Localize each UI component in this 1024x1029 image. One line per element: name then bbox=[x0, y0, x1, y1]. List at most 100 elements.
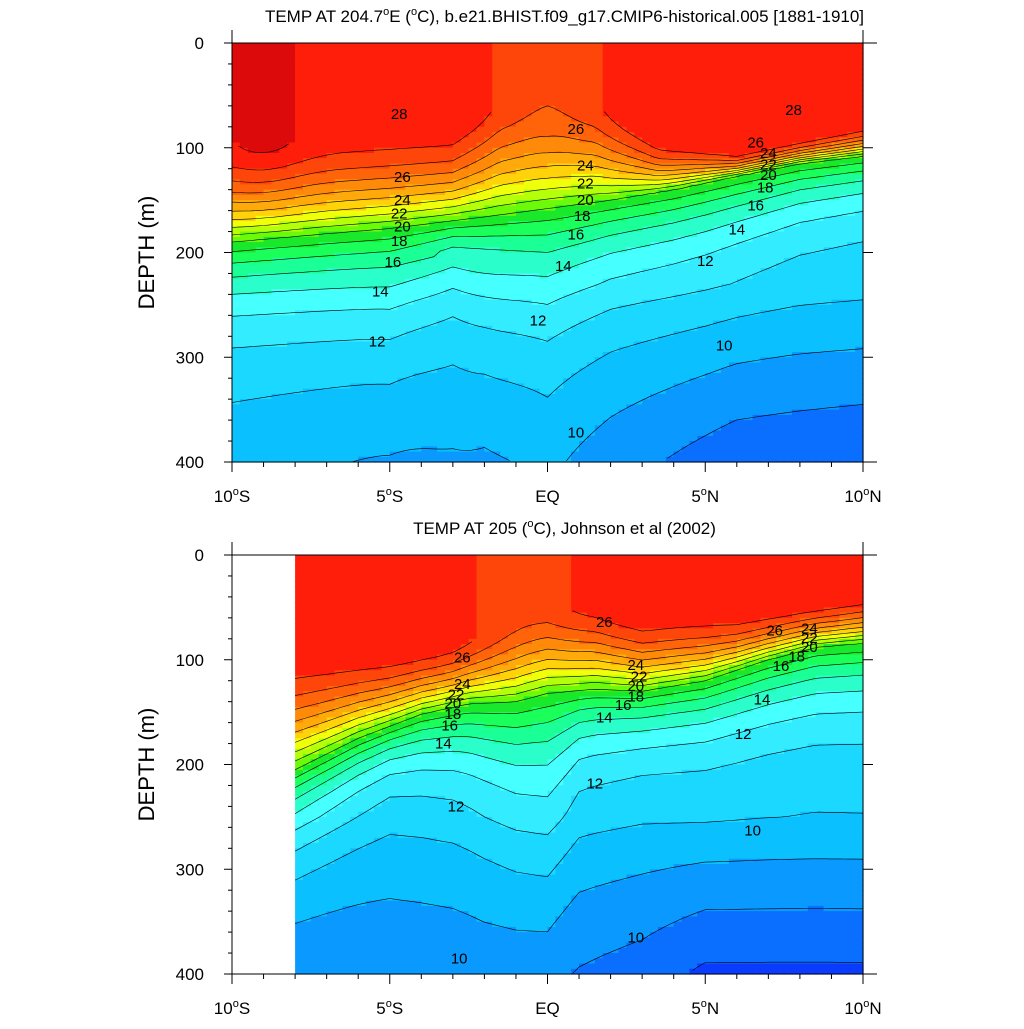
field-cell bbox=[713, 357, 722, 364]
field-cell bbox=[452, 357, 462, 364]
field-cell bbox=[381, 100, 391, 107]
field-cell bbox=[531, 205, 541, 212]
field-cell bbox=[721, 69, 730, 76]
field-cell bbox=[602, 404, 612, 411]
field-cell bbox=[310, 179, 320, 186]
field-cell bbox=[397, 283, 407, 290]
field-cell bbox=[626, 200, 635, 206]
field-cell bbox=[468, 147, 478, 154]
field-cell bbox=[287, 315, 296, 322]
field-cell bbox=[271, 414, 280, 421]
field-cell bbox=[594, 105, 604, 112]
field-cell bbox=[263, 184, 273, 191]
field-cell bbox=[334, 278, 344, 285]
field-cell bbox=[302, 362, 312, 369]
field-cell bbox=[642, 215, 651, 222]
field-cell bbox=[571, 137, 580, 144]
field-cell bbox=[279, 142, 288, 149]
field-cell bbox=[334, 310, 344, 316]
field-cell bbox=[405, 53, 415, 60]
field-cell bbox=[523, 393, 533, 400]
field-cell bbox=[515, 147, 525, 154]
field-cell bbox=[523, 283, 533, 290]
field-cell bbox=[602, 325, 612, 332]
field-cell bbox=[547, 63, 556, 70]
field-cell bbox=[500, 399, 509, 405]
field-cell bbox=[334, 90, 344, 96]
field-cell bbox=[626, 399, 635, 405]
field-cell bbox=[721, 58, 730, 65]
field-cell bbox=[358, 357, 367, 364]
field-cell bbox=[405, 126, 415, 133]
field-cell bbox=[310, 409, 320, 416]
field-cell bbox=[579, 451, 588, 458]
field-cell bbox=[705, 456, 714, 463]
field-cell bbox=[539, 352, 549, 358]
field-cell bbox=[586, 268, 596, 275]
field-cell bbox=[602, 383, 612, 390]
field-cell bbox=[358, 420, 367, 426]
field-cell bbox=[302, 383, 312, 390]
field-cell bbox=[539, 278, 549, 285]
field-cell bbox=[373, 63, 383, 70]
field-cell bbox=[697, 430, 706, 437]
field-cell bbox=[468, 226, 478, 233]
field-cell bbox=[523, 242, 533, 248]
field-cell bbox=[484, 242, 493, 248]
field-cell bbox=[437, 236, 446, 243]
field-cell bbox=[657, 221, 667, 227]
field-cell bbox=[484, 152, 493, 159]
field-cell bbox=[405, 242, 415, 248]
field-cell bbox=[697, 310, 706, 316]
field-cell bbox=[381, 126, 391, 133]
field-cell bbox=[665, 163, 675, 170]
field-cell bbox=[602, 446, 612, 453]
field-cell bbox=[539, 325, 549, 332]
field-cell bbox=[705, 147, 714, 154]
field-cell bbox=[689, 299, 698, 306]
field-cell bbox=[460, 456, 470, 463]
field-cell bbox=[531, 215, 541, 222]
field-cell bbox=[326, 441, 336, 447]
field-cell bbox=[563, 336, 572, 343]
field-cell bbox=[397, 132, 407, 138]
field-cell bbox=[263, 341, 273, 348]
field-cell bbox=[421, 189, 430, 196]
field-cell bbox=[523, 236, 533, 243]
field-cell bbox=[689, 247, 698, 254]
field-cell bbox=[318, 74, 328, 81]
field-cell bbox=[515, 399, 525, 405]
field-cell bbox=[523, 252, 533, 259]
field-cell bbox=[239, 63, 249, 70]
field-cell bbox=[492, 331, 501, 337]
field-cell bbox=[602, 95, 612, 102]
field-cell bbox=[342, 48, 351, 55]
field-cell bbox=[452, 158, 462, 165]
field-cell bbox=[634, 158, 643, 165]
field-cell bbox=[563, 100, 572, 107]
field-cell bbox=[531, 163, 541, 170]
field-cell bbox=[405, 95, 415, 102]
field-cell bbox=[287, 331, 296, 337]
field-cell bbox=[429, 116, 438, 123]
field-cell bbox=[452, 90, 462, 96]
field-cell bbox=[429, 252, 438, 259]
field-cell bbox=[594, 121, 604, 128]
field-cell bbox=[271, 58, 280, 65]
field-cell bbox=[232, 299, 241, 306]
field-cell bbox=[681, 137, 691, 144]
field-cell bbox=[665, 320, 675, 327]
field-cell bbox=[634, 90, 643, 96]
field-cell bbox=[334, 210, 344, 217]
field-cell bbox=[381, 247, 391, 254]
field-cell bbox=[610, 252, 620, 259]
field-cell bbox=[650, 163, 659, 170]
field-cell bbox=[508, 74, 517, 81]
field-cell bbox=[326, 352, 336, 358]
field-cell bbox=[279, 273, 288, 280]
field-cell bbox=[255, 84, 265, 91]
field-cell bbox=[232, 105, 241, 112]
field-cell bbox=[421, 236, 430, 243]
field-cell bbox=[263, 362, 273, 369]
field-cell bbox=[531, 336, 541, 343]
